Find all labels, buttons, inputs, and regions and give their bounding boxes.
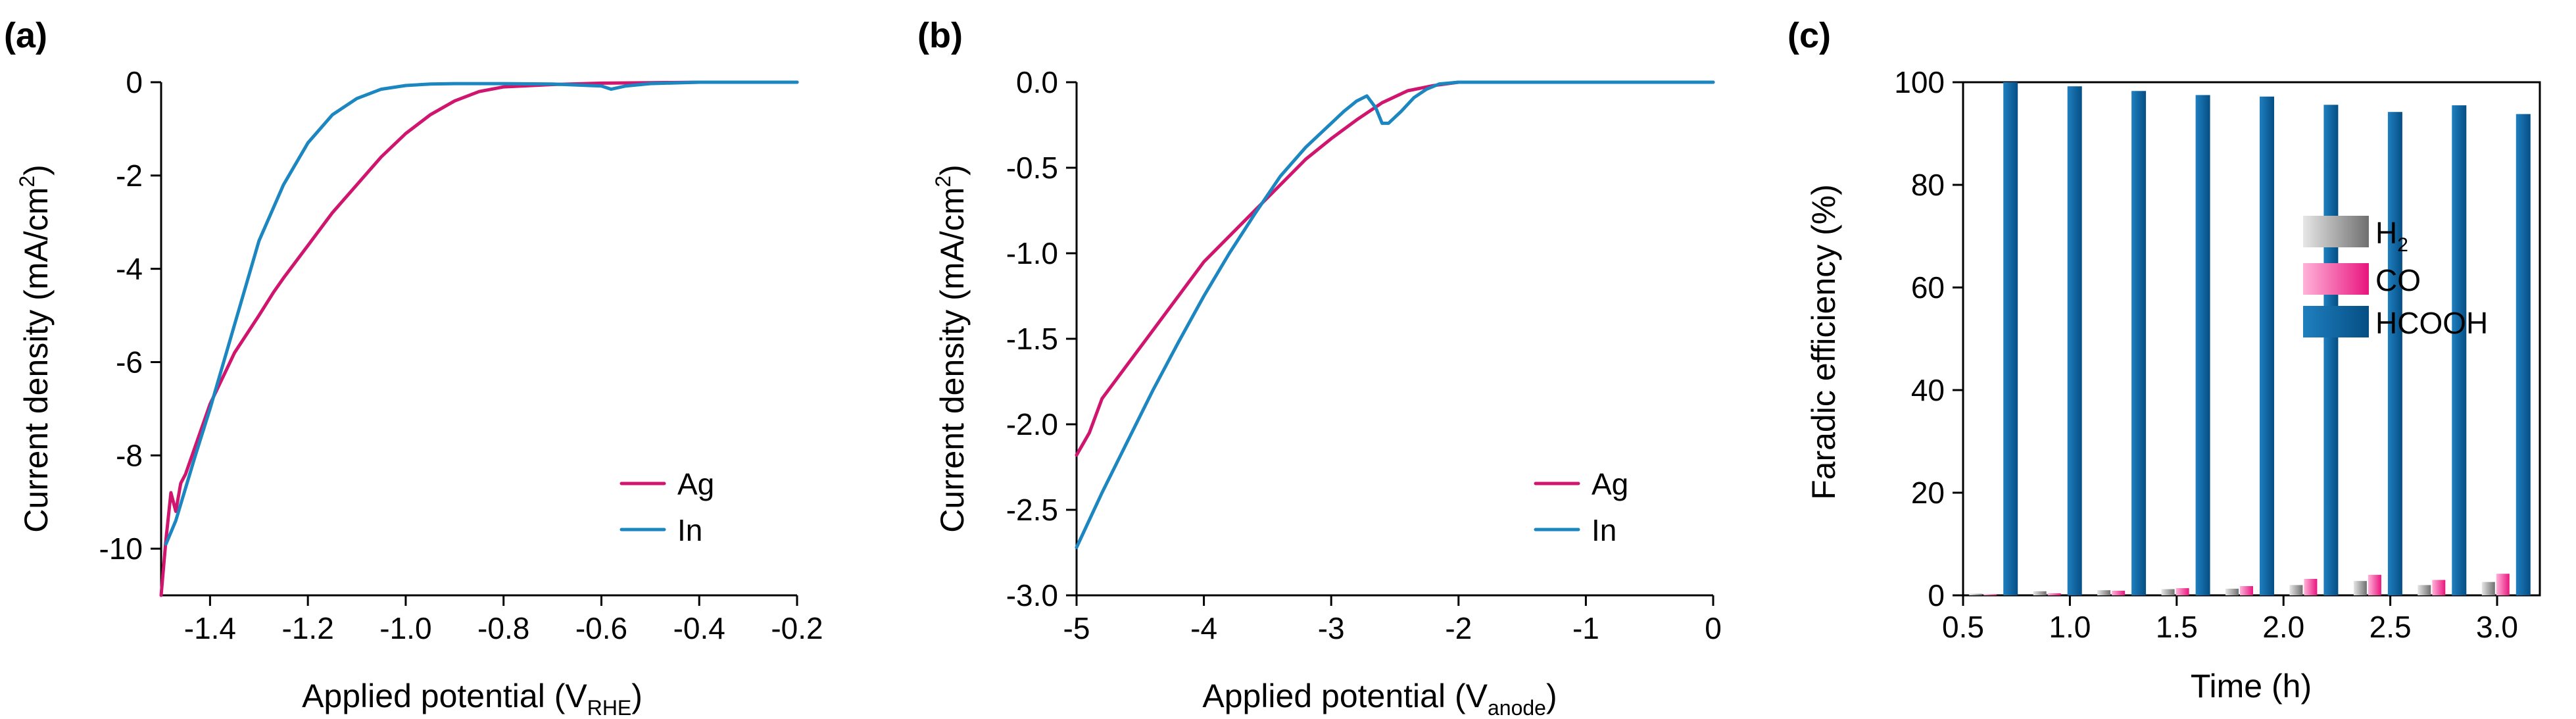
bar-h2 — [2353, 581, 2367, 595]
legend-ag-label: Ag — [677, 467, 714, 501]
panel-b-series-ag — [1075, 80, 1715, 457]
panel-c-x-tick-label: 2.0 — [2262, 610, 2304, 644]
panel-b-x-tick-label: 0 — [1705, 611, 1722, 645]
bar-h2 — [2033, 591, 2047, 595]
bar-co — [2496, 574, 2510, 595]
panel-c-x-tick-label: 1.0 — [2049, 610, 2091, 644]
bar-hcooh — [2003, 82, 2018, 595]
panel-b-y-tick-label: -0.5 — [1006, 151, 1058, 185]
bar-h2 — [2161, 589, 2175, 595]
panel-b-y-tick-label: -1.0 — [1006, 236, 1058, 270]
panel-b-line-chart: (b) Current density (mA/cm2) Applied pot… — [917, 16, 1722, 719]
panel-a-line-chart: (a) Current density (mA/cm2) Applied pot… — [4, 16, 823, 719]
panel-b-series-in — [1075, 80, 1715, 549]
svg-text:Current density (mA/cm2): Current density (mA/cm2) — [931, 164, 971, 533]
panel-b-y-tick-label: 0.0 — [1016, 65, 1058, 99]
bar-hcooh — [2323, 105, 2339, 596]
bar-co — [1983, 594, 1997, 595]
panel-a-x-axis-title: Applied potential (VRHE) — [302, 678, 643, 719]
bar-h2 — [2481, 582, 2495, 595]
legend-in-label: In — [1592, 513, 1616, 547]
panel-c-y-tick-label: 80 — [1911, 168, 1945, 202]
panel-b-x-tick-label: -2 — [1445, 611, 1472, 645]
panel-a-x-tick-label: -0.4 — [673, 611, 725, 645]
legend-h2-label: H2 — [2375, 216, 2408, 256]
panel-b-legend: Ag In — [1534, 467, 1628, 547]
panel-c-bar-chart: (c) Faradic efficiency (%) Time (h) 0.5 1… — [1787, 16, 2541, 705]
panel-a-legend: Ag In — [620, 467, 714, 547]
legend-in-label: In — [677, 513, 702, 547]
bar-co — [2368, 574, 2381, 595]
bar-hcooh — [2067, 86, 2082, 595]
panel-b-x-tick-label: -3 — [1318, 611, 1345, 645]
panel-c-legend: H2 CO HCOOH — [2303, 216, 2488, 340]
bar-h2 — [2418, 585, 2431, 595]
panel-a-series-in — [164, 80, 799, 546]
panel-c-label: (c) — [1787, 16, 1831, 55]
panel-c-y-tick-label: 60 — [1911, 270, 1945, 305]
panel-c-x-tick-label: 1.5 — [2156, 610, 2198, 644]
panel-b-x-axis-title: Applied potential (Vanode) — [1202, 678, 1557, 719]
bar-co — [2304, 579, 2318, 595]
panel-c-y-tick-label: 0 — [1928, 578, 1945, 612]
panel-a-y-tick-label: 0 — [126, 65, 143, 99]
legend-co-swatch — [2303, 263, 2369, 295]
panel-a-x-tick-label: -0.8 — [477, 611, 529, 645]
bar-h2 — [1969, 593, 1983, 595]
panel-b-x-tick-label: -1 — [1572, 611, 1599, 645]
panel-a-y-tick-label: -8 — [116, 438, 143, 472]
bar-hcooh — [2195, 95, 2210, 595]
panel-a-x-tick-label: -1.4 — [184, 611, 236, 645]
panel-a-y-tick-label: -10 — [99, 532, 143, 566]
bar-co — [2175, 588, 2189, 595]
bar-hcooh — [2260, 96, 2274, 596]
bar-h2 — [2225, 588, 2239, 595]
legend-ag-label: Ag — [1592, 467, 1628, 501]
legend-h2-swatch — [2303, 216, 2369, 247]
panel-a-x-tick-label: -1.2 — [282, 611, 334, 645]
bar-h2 — [2097, 590, 2111, 595]
panel-b-label: (b) — [917, 16, 963, 55]
panel-a-y-tick-label: -2 — [116, 159, 143, 193]
panel-a-y-tick-label: -4 — [116, 252, 143, 286]
panel-b-y-axis-title: Current density (mA/cm2) — [931, 164, 971, 533]
panel-c-x-tick-label: 2.5 — [2369, 610, 2412, 644]
panel-c-x-tick-label: 0.5 — [1942, 610, 1984, 644]
bar-hcooh — [2131, 91, 2147, 596]
bar-co — [2432, 580, 2446, 595]
bar-co — [2240, 586, 2253, 595]
bar-hcooh — [2387, 112, 2402, 595]
panel-b-y-tick-label: -1.5 — [1006, 322, 1058, 356]
bar-co — [2112, 591, 2126, 595]
bar-hcooh — [2452, 105, 2467, 596]
panel-b-y-tick-label: -3.0 — [1006, 578, 1058, 612]
bar-co — [2047, 593, 2061, 595]
panel-a-x-tick-label: -1.0 — [379, 611, 431, 645]
panel-c-y-axis-title: Faradic efficiency (%) — [1805, 184, 1842, 500]
panel-c-x-axis-title: Time (h) — [2191, 668, 2312, 705]
legend-hcooh-swatch — [2303, 306, 2369, 337]
panel-c-y-tick-label: 100 — [1894, 65, 1945, 99]
legend-hcooh-label: HCOOH — [2375, 306, 2488, 340]
panel-c-y-tick-label: 40 — [1911, 373, 1945, 407]
panel-a-x-tick-label: -0.6 — [575, 611, 627, 645]
panel-a-label: (a) — [4, 16, 47, 55]
panel-a-y-tick-label: -6 — [116, 345, 143, 379]
panel-c-x-tick-label: 3.0 — [2476, 610, 2518, 644]
legend-co-label: CO — [2375, 263, 2421, 297]
panel-c-y-tick-label: 20 — [1911, 476, 1945, 510]
panel-b-y-tick-label: -2.5 — [1006, 493, 1058, 527]
panel-b-x-tick-label: -4 — [1190, 611, 1217, 645]
panel-b-x-tick-label: -5 — [1063, 611, 1090, 645]
panel-a-x-tick-label: -0.2 — [771, 611, 823, 645]
svg-text:Current density (mA/cm2): Current density (mA/cm2) — [15, 164, 55, 533]
panel-b-y-tick-label: -2.0 — [1006, 407, 1058, 441]
bar-hcooh — [2515, 114, 2531, 595]
bar-h2 — [2289, 585, 2303, 595]
panel-a-y-axis-title: Current density (mA/cm2) — [15, 164, 55, 533]
